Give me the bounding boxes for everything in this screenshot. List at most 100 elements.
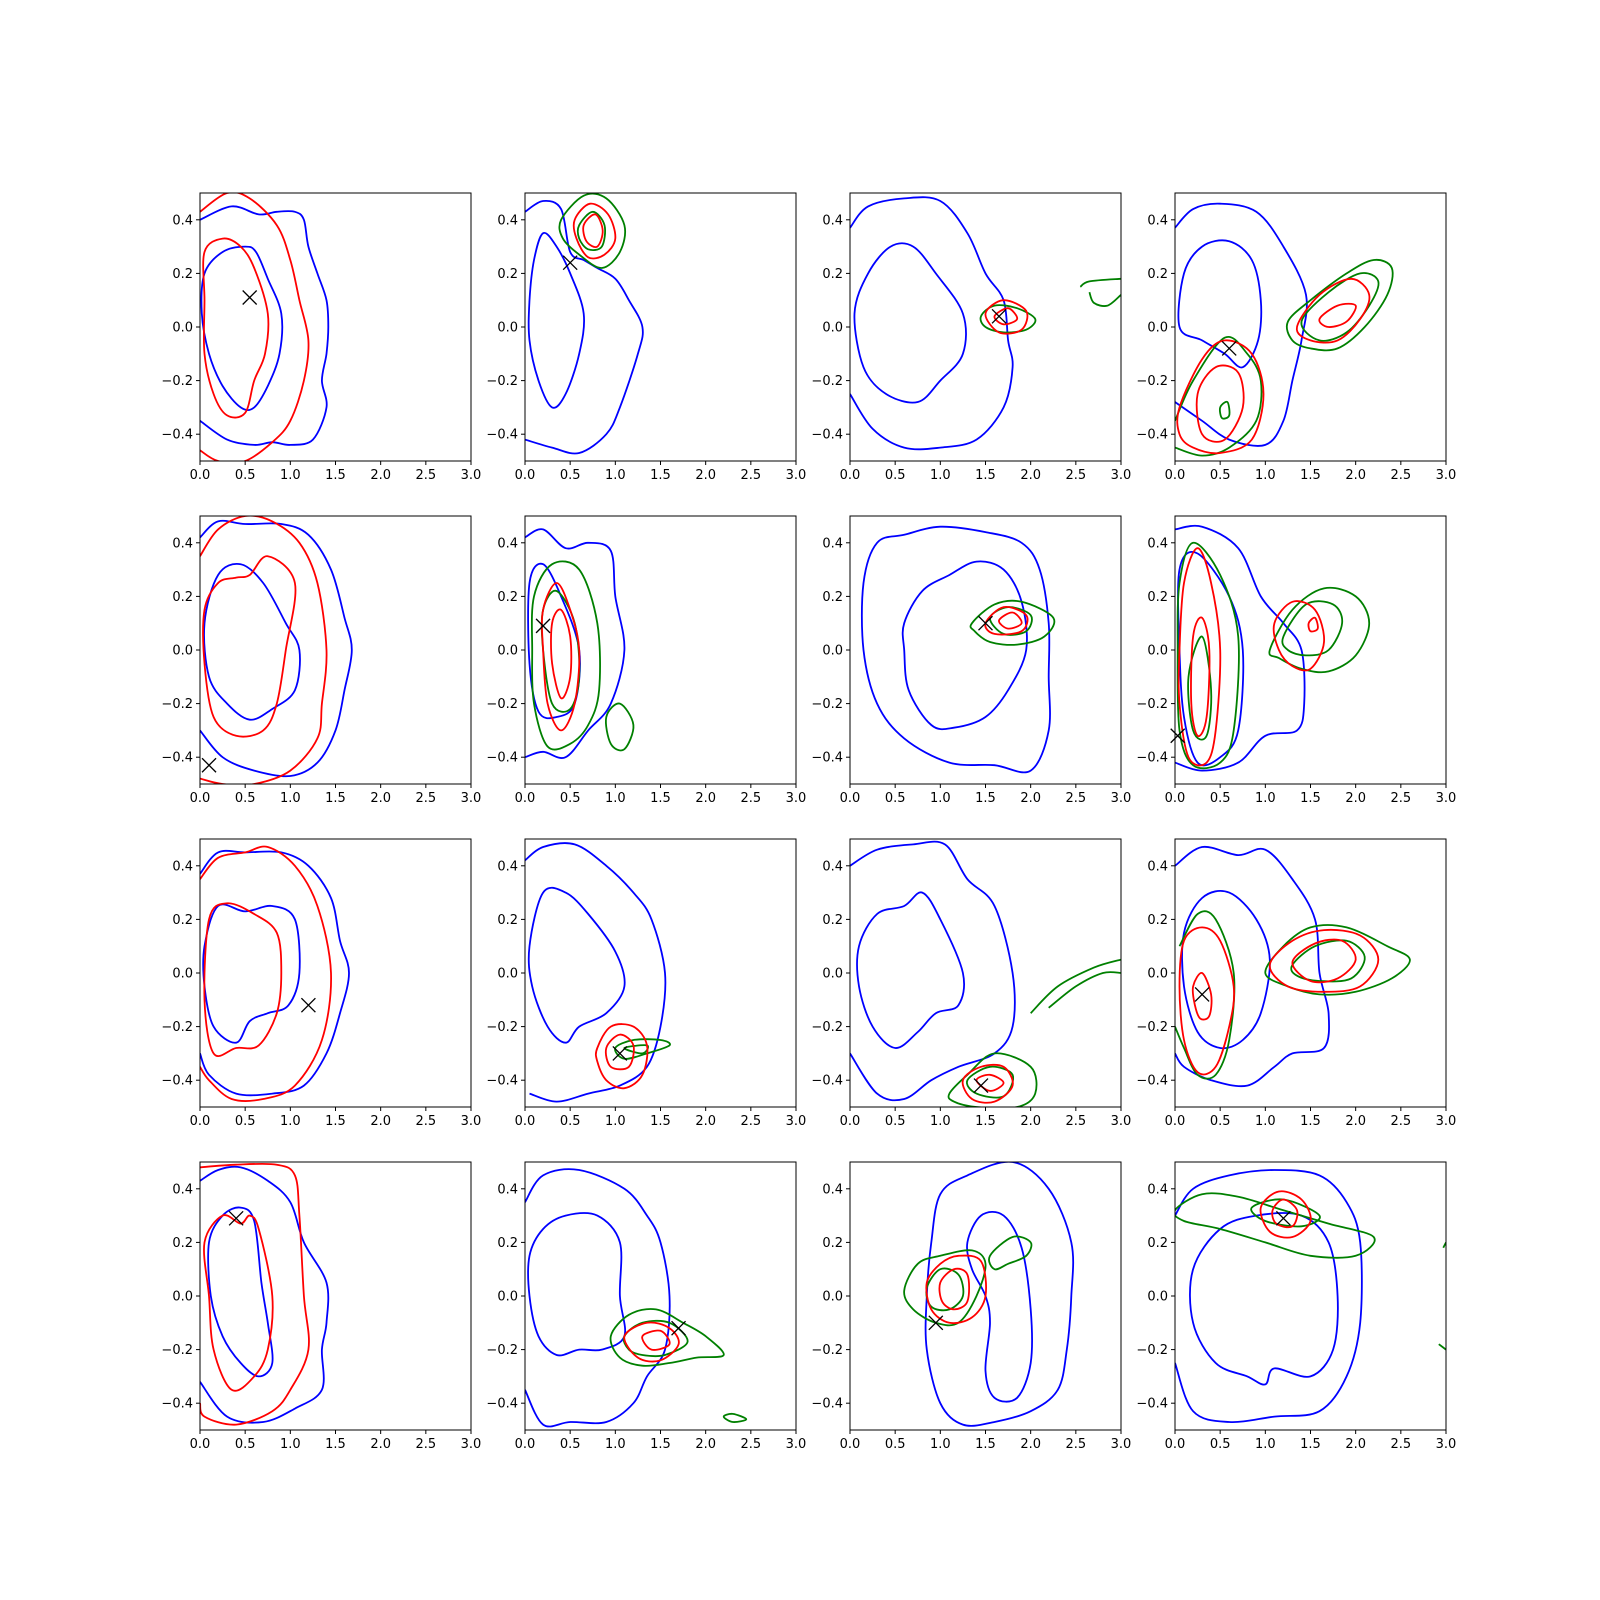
contour-group — [1175, 524, 1371, 772]
green-contour-outer — [988, 1235, 1033, 1271]
y-tick-label: −0.2 — [811, 697, 843, 712]
x-tick-label: 3.0 — [1111, 791, 1132, 806]
x-tick-label: 0.0 — [190, 468, 211, 483]
y-tick-label: 0.2 — [497, 267, 518, 282]
y-tick-label: −0.2 — [1136, 697, 1168, 712]
blue-contour-outer — [850, 840, 1016, 1102]
x-tick-label: 2.0 — [1345, 1114, 1366, 1129]
x-tick-label: 0.0 — [1165, 1114, 1186, 1129]
y-tick-label: 0.2 — [822, 913, 843, 928]
red-contour-inner — [1307, 616, 1319, 633]
red-contour-inner — [1318, 302, 1357, 328]
green-contour-outer — [609, 1308, 725, 1367]
x-tick-label: 0.0 — [190, 791, 211, 806]
red-contour-inner — [582, 213, 604, 248]
x-tick-label: 0.0 — [190, 1114, 211, 1129]
y-tick-label: −0.4 — [1136, 751, 1168, 766]
y-tick-label: −0.4 — [811, 1397, 843, 1412]
subplot-r2-c1: 0.0 0.5 1.0 1.5 2.0 2.5 3.0 −0.4 −0.2 0.0 0.2 0.4 — [161, 515, 481, 806]
blue-contour-inner — [203, 562, 301, 721]
subplot-r3-c2: 0.0 0.5 1.0 1.5 2.0 2.5 3.0 −0.4 −0.2 0.0 0.2 0.4 — [486, 838, 806, 1129]
axes-frame — [1174, 515, 1447, 785]
y-tick-label: 0.0 — [172, 644, 193, 659]
x-tick-label: 2.5 — [415, 468, 436, 483]
red-contour-outer — [1176, 339, 1265, 455]
x-tick-label: 2.5 — [1390, 1437, 1411, 1452]
contour-group — [525, 528, 635, 759]
y-tick-label: 0.2 — [172, 913, 193, 928]
contour-group — [200, 516, 353, 784]
red-contour-outer — [1259, 1190, 1312, 1239]
x-tick-label: 2.0 — [1020, 468, 1041, 483]
blue-contour-inner — [966, 1210, 1033, 1403]
x-tick-label: 1.5 — [975, 791, 996, 806]
red-contour-inner — [998, 611, 1023, 630]
x-tick-label: 1.5 — [1300, 1437, 1321, 1452]
x-tick-label: 1.0 — [280, 1114, 301, 1129]
green-contour-outer — [1264, 924, 1411, 996]
blue-contour-outer — [1175, 524, 1306, 772]
y-tick-label: −0.4 — [486, 751, 518, 766]
y-tick-label: −0.2 — [811, 374, 843, 389]
blue-contour-outer — [200, 849, 350, 1097]
y-tick-label: 0.4 — [172, 536, 193, 551]
y-tick-label: 0.2 — [172, 590, 193, 605]
x-tick-label: 2.5 — [1065, 1437, 1086, 1452]
y-tick-label: 0.4 — [1147, 536, 1168, 551]
contour-group — [525, 1168, 748, 1428]
x-marker — [1170, 728, 1186, 744]
green-contour-outer — [947, 1052, 1038, 1107]
red-contour-outer — [1272, 600, 1325, 672]
x-tick-label: 2.0 — [695, 791, 716, 806]
x-tick-label: 0.5 — [560, 468, 581, 483]
x-tick-label: 1.0 — [1255, 1114, 1276, 1129]
x-tick-label: 1.5 — [325, 791, 346, 806]
y-tick-label: 0.4 — [497, 859, 518, 874]
subplot-r4-c3: 0.0 0.5 1.0 1.5 2.0 2.5 3.0 −0.4 −0.2 0.0 0.2 0.4 — [811, 1161, 1131, 1452]
contour-group — [200, 193, 330, 461]
y-tick-label: 0.4 — [822, 213, 843, 228]
x-marker — [300, 997, 316, 1013]
blue-contour-outer — [200, 519, 353, 778]
green-contour-inner — [576, 210, 606, 251]
contour-group — [850, 840, 1121, 1107]
x-tick-label: 2.0 — [1020, 1114, 1041, 1129]
blue-contour-inner — [856, 891, 965, 1049]
y-tick-label: 0.2 — [497, 590, 518, 605]
y-tick-label: −0.2 — [811, 1020, 843, 1035]
x-tick-label: 1.0 — [280, 1437, 301, 1452]
green-contour-outer — [1175, 1192, 1376, 1259]
x-tick-label: 1.0 — [1255, 1437, 1276, 1452]
y-tick-label: −0.2 — [161, 697, 193, 712]
x-tick-label: 2.5 — [1065, 1114, 1086, 1129]
y-tick-label: −0.4 — [1136, 1397, 1168, 1412]
green-contour-inner — [966, 1065, 1015, 1099]
x-tick-label: 2.5 — [740, 468, 761, 483]
y-tick-label: 0.2 — [497, 1236, 518, 1251]
blue-contour-inner — [527, 886, 626, 1044]
contour-group — [850, 196, 1121, 451]
x-tick-label: 2.5 — [415, 791, 436, 806]
y-tick-label: 0.0 — [172, 1290, 193, 1305]
y-tick-label: −0.4 — [1136, 428, 1168, 443]
x-tick-label: 1.0 — [605, 1114, 626, 1129]
x-tick-label: 0.5 — [885, 468, 906, 483]
axes-frame — [524, 515, 797, 785]
y-tick-label: 0.4 — [172, 859, 193, 874]
red-contour-inner — [1271, 1198, 1299, 1229]
contour-group — [200, 1162, 330, 1426]
x-marker — [991, 308, 1007, 324]
blue-contour-outer — [200, 205, 330, 446]
red-contour-outer — [961, 1063, 1014, 1104]
x-tick-label: 1.5 — [1300, 791, 1321, 806]
axes-frame — [524, 838, 797, 1108]
red-contour-inner — [993, 307, 1019, 326]
y-tick-label: 0.2 — [822, 1236, 843, 1251]
green-contour-inner — [1290, 939, 1366, 983]
green-contour-outer — [903, 1249, 987, 1327]
x-tick-label: 2.0 — [370, 1114, 391, 1129]
y-tick-label: 0.0 — [1147, 967, 1168, 982]
red-contour-inner — [203, 1214, 274, 1392]
x-tick-label: 0.5 — [235, 1437, 256, 1452]
x-tick-label: 0.0 — [840, 791, 861, 806]
